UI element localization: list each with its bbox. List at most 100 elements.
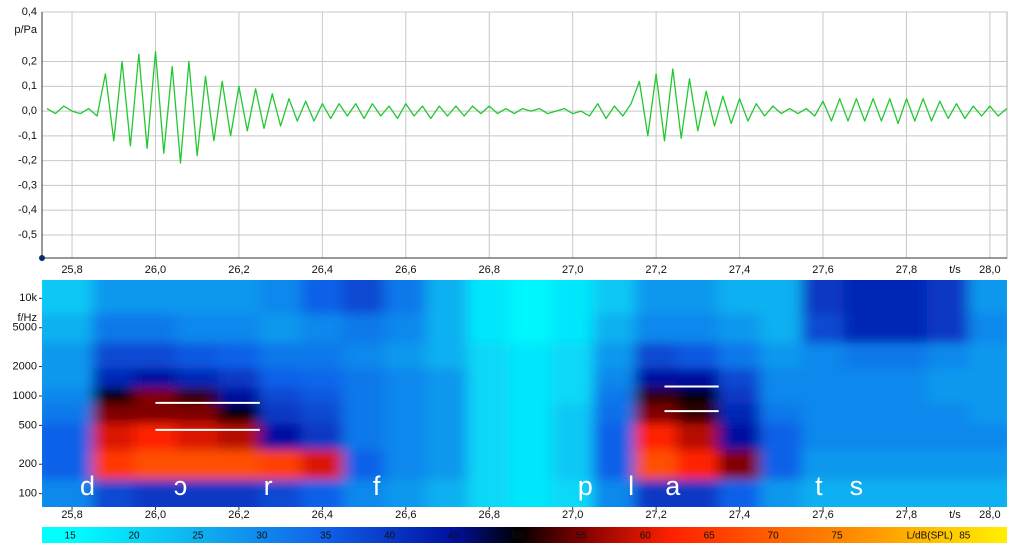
spectrogram-cell (759, 449, 803, 480)
spectrogram-cell (384, 422, 428, 451)
spectrogram-cell (551, 422, 595, 451)
spectrogram-cell (467, 280, 511, 314)
spectrogram-cell (843, 312, 887, 343)
phoneme-label: t (815, 471, 823, 501)
spectrogram-cell (426, 312, 469, 343)
spectrogram-cell (759, 386, 803, 405)
spectrogram-cell (843, 367, 887, 388)
colorbar-tick-label: 65 (704, 531, 716, 542)
spectrogram-cell (467, 478, 511, 507)
spectrogram-cell (759, 367, 803, 388)
x-tick-label: 27,4 (729, 264, 750, 276)
y-tick-label: 5000 (13, 322, 37, 334)
spectrogram-cell (676, 341, 720, 369)
spectrogram-cell (551, 280, 595, 314)
colorbar-tick-label: 15 (65, 531, 77, 542)
spectrogram-cell (217, 341, 261, 369)
spectrogram-cell (593, 422, 636, 451)
colorbar-tick-label: 20 (128, 531, 140, 542)
spectrogram-cell (968, 341, 1007, 369)
spectrogram-cell (384, 403, 428, 424)
y-tick-label: -0,3 (18, 179, 37, 191)
colorbar-tick-label: 75 (831, 531, 843, 542)
spectrogram-cell (926, 403, 970, 424)
spectrogram-cell (593, 280, 636, 314)
spectrogram-cell (551, 449, 595, 480)
spectrogram-cell (92, 403, 136, 424)
spectrogram-cell (593, 403, 636, 424)
y-tick-label: 1000 (13, 390, 37, 402)
spectrogram-cell (718, 449, 761, 480)
spectrogram-cell (92, 367, 136, 388)
spectrogram-cell (259, 341, 303, 369)
spectrogram-cell (92, 280, 136, 314)
waveform-panel: 25,8 26,0 26,2 26,4 26,6 26,8 27,0 27,2 27,4 27,6… (14, 6, 1008, 276)
spectrogram-cell (301, 312, 344, 343)
spectrogram-cell (634, 403, 678, 424)
x-tick-label: 25,8 (61, 264, 82, 276)
spectrogram-cell (551, 341, 595, 369)
spectrogram-cell (634, 280, 678, 314)
spectrogram-cell (342, 312, 386, 343)
spectrogram-cell (92, 449, 136, 480)
spectrogram-cell (92, 386, 136, 405)
spectrogram-cell (926, 478, 970, 507)
spectrogram-cell (718, 280, 761, 314)
spectrogram-cell (342, 386, 386, 405)
spectrogram-cell (467, 312, 511, 343)
spectrogram-cell (384, 341, 428, 369)
spectrogram-cell (342, 422, 386, 451)
spectrogram-cell (384, 478, 428, 507)
spectrogram-cell (384, 367, 428, 388)
spectrogram-cell (718, 422, 761, 451)
x-tick-label: 27,0 (562, 264, 583, 276)
phoneme-label: ɔ (174, 471, 188, 501)
spectrogram-cell (509, 422, 553, 451)
spectrogram-cell (676, 367, 720, 388)
spectrogram-cell (885, 449, 928, 480)
spectrogram-cell (217, 312, 261, 343)
x-axis-label: t/s (949, 264, 961, 276)
spectrogram-cell (968, 449, 1007, 480)
spectrogram-cell (509, 312, 553, 343)
y-tick-label: -0,1 (18, 130, 37, 142)
spectrogram-cell (885, 422, 928, 451)
spectrogram-cell (217, 449, 261, 480)
spectrogram-cell (509, 280, 553, 314)
spectrogram-cell (718, 312, 761, 343)
x-axis-label: t/s (949, 509, 961, 521)
colorbar-tick-label: 70 (768, 531, 780, 542)
spectrogram-cell (843, 422, 887, 451)
spectrogram-cell (467, 386, 511, 405)
spectrogram-cell (42, 367, 94, 388)
spectrogram-cell (634, 422, 678, 451)
colorbar: 15 20 25 30 35 40 45 50 55 60 65 70 75 85 L/dB(SPL) (42, 527, 1007, 543)
spectrogram-cell (134, 478, 177, 507)
spectrogram-cell (634, 386, 678, 405)
colorbar-tick-label: 45 (448, 531, 460, 542)
spectrogram-cell (885, 403, 928, 424)
y-axis-label: p/Pa (14, 24, 38, 36)
spectrogram-cell (259, 403, 303, 424)
x-tick-label: 26,0 (145, 264, 166, 276)
spectrogram-cell (467, 341, 511, 369)
spectrogram-cell (551, 403, 595, 424)
spectrogram-cell (342, 280, 386, 314)
phoneme-label: f (373, 471, 381, 501)
x-tick-label: 26,4 (312, 509, 333, 521)
spectrogram-cell (843, 280, 887, 314)
spectrogram-cell (175, 422, 219, 451)
x-tick-label: 26,4 (312, 264, 333, 276)
spectrogram-cell (426, 403, 469, 424)
spectrogram-cell (134, 367, 177, 388)
spectrogram-panel: d ɔ r f p l a t s 100 200 500 1000 2000 5000 10k f/Hz 25,… (13, 280, 1007, 521)
spectrogram-cell (926, 312, 970, 343)
spectrogram-cell (467, 403, 511, 424)
phoneme-label: r (264, 471, 273, 501)
spectrogram-cell (426, 341, 469, 369)
spectrogram-cell (676, 312, 720, 343)
x-tick-label: 27,4 (729, 509, 750, 521)
spectrogram-cell (175, 449, 219, 480)
spectrogram-cell (885, 478, 928, 507)
